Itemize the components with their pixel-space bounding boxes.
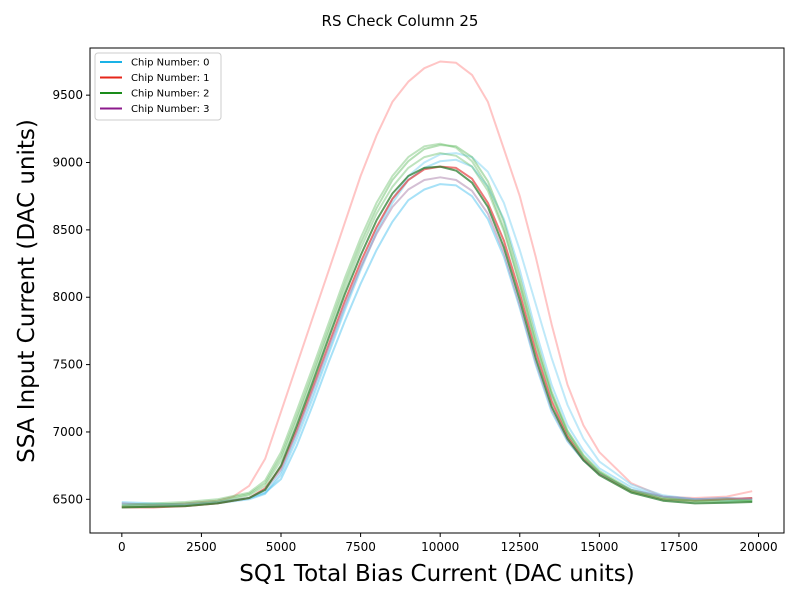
chart-title: RS Check Column 25 — [322, 12, 479, 30]
x-tick-label: 0 — [118, 540, 126, 554]
x-axis: 0 2500 5000 7500 10000 12500 15000 17500 20000 — [118, 533, 778, 554]
x-tick-label: 17500 — [660, 540, 698, 554]
x-tick-label: 20000 — [739, 540, 777, 554]
legend-label: Chip Number: 0 — [131, 58, 210, 69]
x-tick-label: 15000 — [580, 540, 618, 554]
series-line-chip-2 — [121, 165, 753, 509]
y-tick-label: 9500 — [52, 88, 83, 102]
series-line-chip-1 — [121, 60, 753, 508]
y-tick-label: 8000 — [52, 290, 83, 304]
series-line-chip-2 — [121, 152, 753, 509]
series-line-chip-1 — [121, 165, 753, 509]
y-axis: 6500 7000 7500 8000 8500 9000 9500 — [52, 88, 90, 506]
x-tick-label: 10000 — [421, 540, 459, 554]
y-tick-label: 7000 — [52, 425, 83, 439]
legend: Chip Number: 0 Chip Number: 1 Chip Number:… — [94, 52, 222, 121]
y-tick-label: 8500 — [52, 223, 83, 237]
series-line-chip-2 — [121, 144, 753, 508]
x-tick-label: 5000 — [266, 540, 297, 554]
series-line-chip-0 — [121, 152, 753, 506]
series-line-chip-2 — [121, 142, 753, 506]
x-tick-label: 7500 — [345, 540, 376, 554]
series-line-chip-3 — [121, 176, 753, 506]
legend-label: Chip Number: 1 — [131, 73, 210, 84]
y-tick-label: 9000 — [52, 156, 83, 170]
legend-label: Chip Number: 3 — [131, 104, 210, 115]
y-tick-label: 6500 — [52, 492, 83, 506]
plot-frame — [89, 47, 785, 534]
series-line-chip-0 — [121, 158, 753, 508]
x-axis-label: SQ1 Total Bias Current (DAC units) — [239, 561, 634, 587]
plot-lines — [121, 60, 753, 509]
y-axis-label: SSA Input Current (DAC units) — [14, 119, 40, 463]
y-tick-label: 7500 — [52, 358, 83, 372]
x-tick-label: 2500 — [186, 540, 217, 554]
legend-label: Chip Number: 2 — [131, 89, 210, 100]
x-tick-label: 12500 — [501, 540, 539, 554]
legend-box — [94, 52, 222, 121]
series-line-chip-0 — [121, 183, 753, 506]
